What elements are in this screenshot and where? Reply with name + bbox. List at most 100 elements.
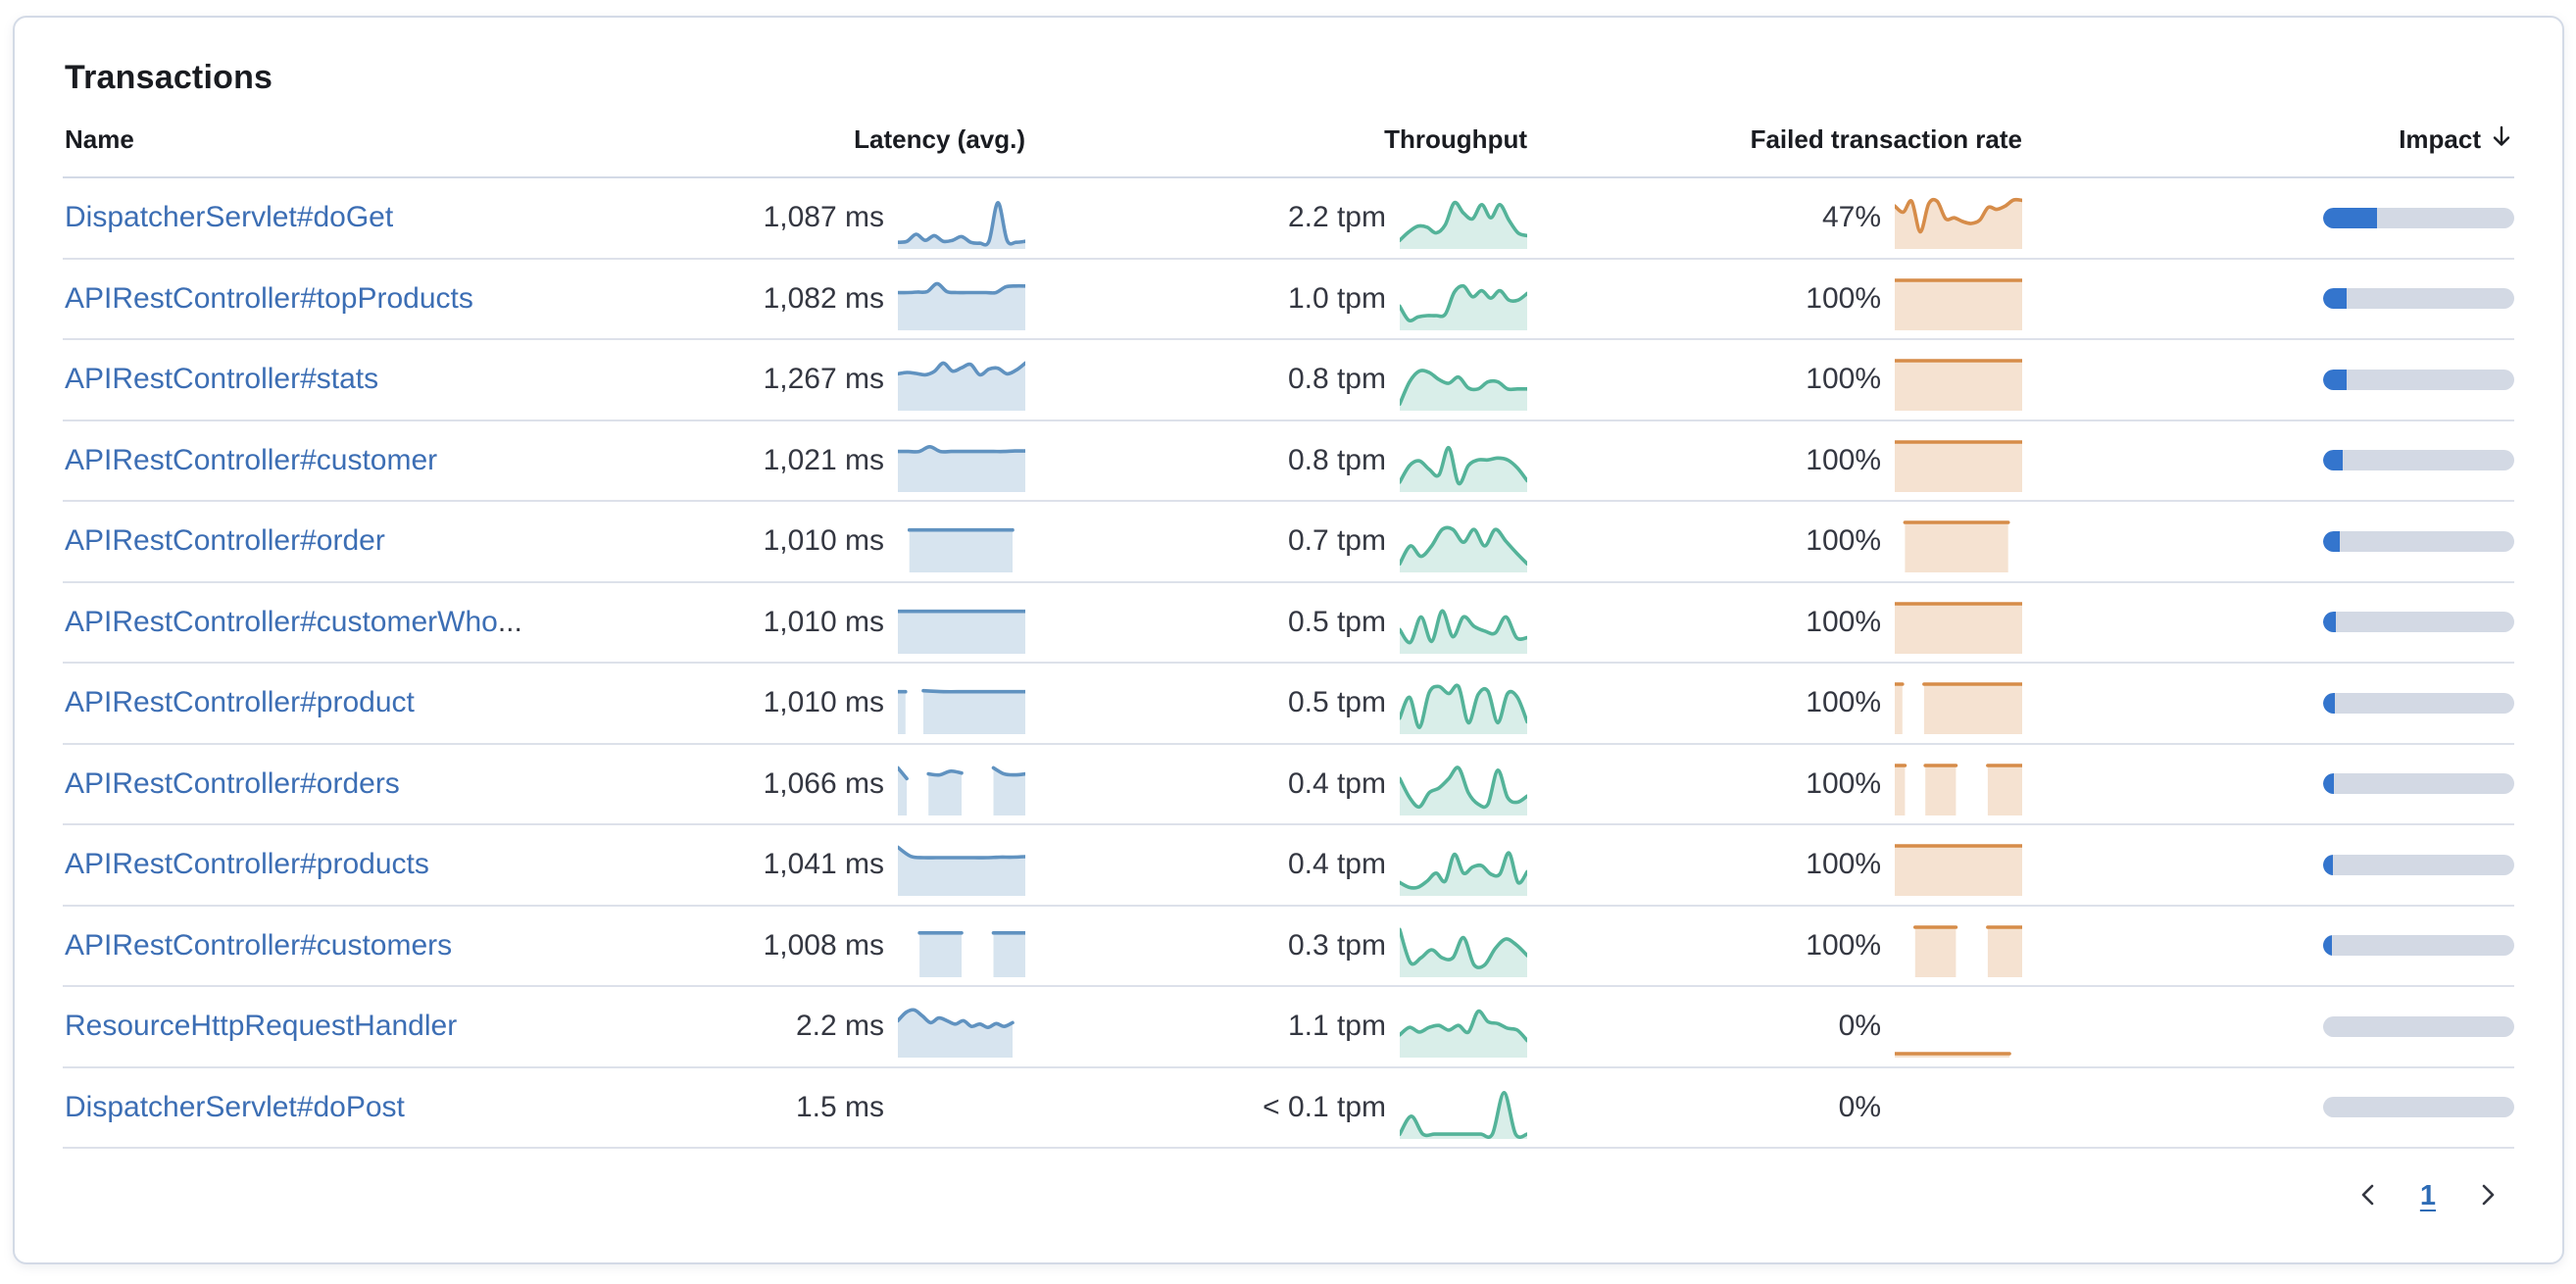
- transaction-name-link[interactable]: APIRestController#customerWho...: [65, 605, 522, 638]
- throughput-cell: 0.8 tpm: [1025, 429, 1527, 492]
- throughput-value: < 0.1 tpm: [1263, 1090, 1386, 1123]
- transaction-name-link[interactable]: APIRestController#customers: [65, 928, 453, 962]
- column-header-impact[interactable]: Impact: [2022, 123, 2514, 157]
- failed-rate-value: 100%: [1806, 686, 1881, 719]
- transaction-name-cell: APIRestController#customer: [63, 444, 614, 477]
- latency-sparkline-chart: [898, 609, 1025, 654]
- transaction-name-link[interactable]: APIRestController#order: [65, 524, 385, 558]
- failed-rate-value: 100%: [1806, 766, 1881, 800]
- failed-rate-sparkline-chart: [1903, 520, 2010, 573]
- latency-value: 1,010 ms: [763, 605, 884, 638]
- failed-rate-sparkline-chart: [1895, 1086, 2022, 1139]
- failed-rate-sparkline-chart: [1895, 359, 2022, 412]
- page-number-current[interactable]: 1: [2419, 1180, 2436, 1211]
- table-row: APIRestController#stats 1,267 ms 0.8 tpm…: [63, 340, 2514, 421]
- impact-bar: [2323, 692, 2514, 714]
- transaction-name-cell: APIRestController#customerWho...: [63, 606, 614, 639]
- latency-sparkline-chart: [917, 930, 1025, 977]
- impact-cell: [2022, 450, 2514, 471]
- throughput-sparkline-chart: [1400, 1010, 1527, 1059]
- failed-rate-sparkline-chart: [1895, 682, 2022, 735]
- transaction-name-link[interactable]: APIRestController#products: [65, 848, 429, 881]
- latency-value: 1,087 ms: [763, 201, 884, 234]
- latency-sparkline-chart: [898, 201, 1025, 250]
- failed-rate-cell: 100%: [1527, 833, 2022, 897]
- transaction-name-cell: APIRestController#topProducts: [63, 282, 614, 316]
- latency-cell: 2.2 ms: [614, 995, 1025, 1059]
- failed-rate-value: 100%: [1806, 524, 1881, 558]
- throughput-value: 0.5 tpm: [1287, 605, 1386, 638]
- failed-rate-cell: 100%: [1527, 753, 2022, 815]
- transaction-name-link[interactable]: APIRestController#product: [65, 686, 415, 719]
- failed-rate-cell: 0%: [1527, 995, 2022, 1059]
- latency-value: 1,041 ms: [763, 848, 884, 881]
- failed-rate-sparkline-chart: [1895, 439, 2022, 492]
- failed-rate-cell: 0%: [1527, 1076, 2022, 1139]
- throughput-sparkline-chart: [1400, 683, 1527, 735]
- transaction-name-link[interactable]: APIRestController#stats: [65, 363, 379, 396]
- transaction-name-link[interactable]: DispatcherServlet#doPost: [65, 1090, 405, 1123]
- next-page-button[interactable]: [2469, 1174, 2506, 1218]
- impact-bar-fill: [2323, 288, 2348, 310]
- previous-page-button[interactable]: [2350, 1174, 2387, 1218]
- latency-value: 2.2 ms: [795, 1010, 884, 1043]
- throughput-cell: 0.3 tpm: [1025, 914, 1527, 977]
- throughput-sparkline-chart: [1400, 283, 1527, 330]
- throughput-cell: 1.1 tpm: [1025, 995, 1527, 1059]
- impact-bar-fill: [2323, 773, 2334, 795]
- throughput-cell: 0.4 tpm: [1025, 833, 1527, 897]
- impact-bar-fill: [2323, 207, 2377, 228]
- failed-rate-sparkline-chart: [1895, 198, 2022, 250]
- throughput-value: 0.8 tpm: [1287, 363, 1386, 396]
- impact-cell: [2022, 1097, 2514, 1118]
- column-header-throughput[interactable]: Throughput: [1384, 124, 1527, 154]
- table-row: APIRestController#products 1,041 ms 0.4 …: [63, 825, 2514, 907]
- table-row: ResourceHttpRequestHandler 2.2 ms 1.1 tp…: [63, 987, 2514, 1068]
- column-header-name[interactable]: Name: [65, 124, 134, 154]
- transaction-name-link[interactable]: ResourceHttpRequestHandler: [65, 1010, 458, 1043]
- failed-rate-sparkline-chart: [1895, 277, 2022, 330]
- failed-rate-cell: 47%: [1527, 186, 2022, 250]
- latency-sparkline-chart: [898, 1008, 1015, 1059]
- impact-bar: [2323, 369, 2514, 390]
- latency-value: 1,066 ms: [763, 766, 884, 800]
- impact-bar: [2323, 773, 2514, 795]
- latency-cell: 1.5 ms: [614, 1076, 1025, 1139]
- latency-sparkline-chart: [898, 281, 1025, 330]
- transaction-name-link[interactable]: APIRestController#customer: [65, 443, 438, 476]
- transaction-name-link[interactable]: APIRestController#orders: [65, 766, 400, 800]
- impact-bar-fill: [2323, 530, 2340, 552]
- column-header-impact-label: Impact: [2399, 124, 2481, 154]
- failed-rate-sparkline-chart: [1895, 1052, 2011, 1059]
- transaction-name-cell: APIRestController#products: [63, 848, 614, 881]
- latency-cell: 1,267 ms: [614, 348, 1025, 412]
- throughput-sparkline-chart: [1400, 525, 1527, 573]
- failed-rate-value: 100%: [1806, 928, 1881, 962]
- throughput-cell: 1.0 tpm: [1025, 268, 1527, 330]
- latency-cell: 1,021 ms: [614, 429, 1025, 492]
- failed-rate-cell: 100%: [1527, 429, 2022, 492]
- impact-bar-fill: [2323, 854, 2334, 875]
- table-row: APIRestController#customer 1,021 ms 0.8 …: [63, 421, 2514, 502]
- failed-rate-value: 47%: [1821, 201, 1881, 234]
- latency-value: 1.5 ms: [795, 1090, 884, 1123]
- throughput-value: 1.0 tpm: [1287, 281, 1386, 315]
- latency-value: 1,010 ms: [763, 524, 884, 558]
- throughput-sparkline-chart: [1400, 609, 1527, 654]
- latency-cell: 1,010 ms: [614, 671, 1025, 735]
- transaction-name-link[interactable]: APIRestController#topProducts: [65, 281, 473, 315]
- throughput-cell: 0.5 tpm: [1025, 671, 1527, 735]
- table-row: APIRestController#orders 1,066 ms 0.4 tp…: [63, 745, 2514, 825]
- impact-bar: [2323, 935, 2514, 957]
- column-header-failed-rate[interactable]: Failed transaction rate: [1750, 124, 2022, 154]
- latency-cell: 1,010 ms: [614, 510, 1025, 573]
- failed-rate-cell: 100%: [1527, 671, 2022, 735]
- table-row: APIRestController#product 1,010 ms 0.5 t…: [63, 664, 2514, 745]
- latency-cell: 1,066 ms: [614, 753, 1025, 815]
- column-header-latency[interactable]: Latency (avg.): [854, 124, 1025, 154]
- failed-rate-value: 0%: [1838, 1090, 1881, 1123]
- impact-bar-fill: [2323, 612, 2337, 633]
- latency-value: 1,010 ms: [763, 686, 884, 719]
- transaction-name-link[interactable]: DispatcherServlet#doGet: [65, 201, 394, 234]
- table-header-row: Name Latency (avg.) Throughput Failed tr…: [63, 123, 2514, 178]
